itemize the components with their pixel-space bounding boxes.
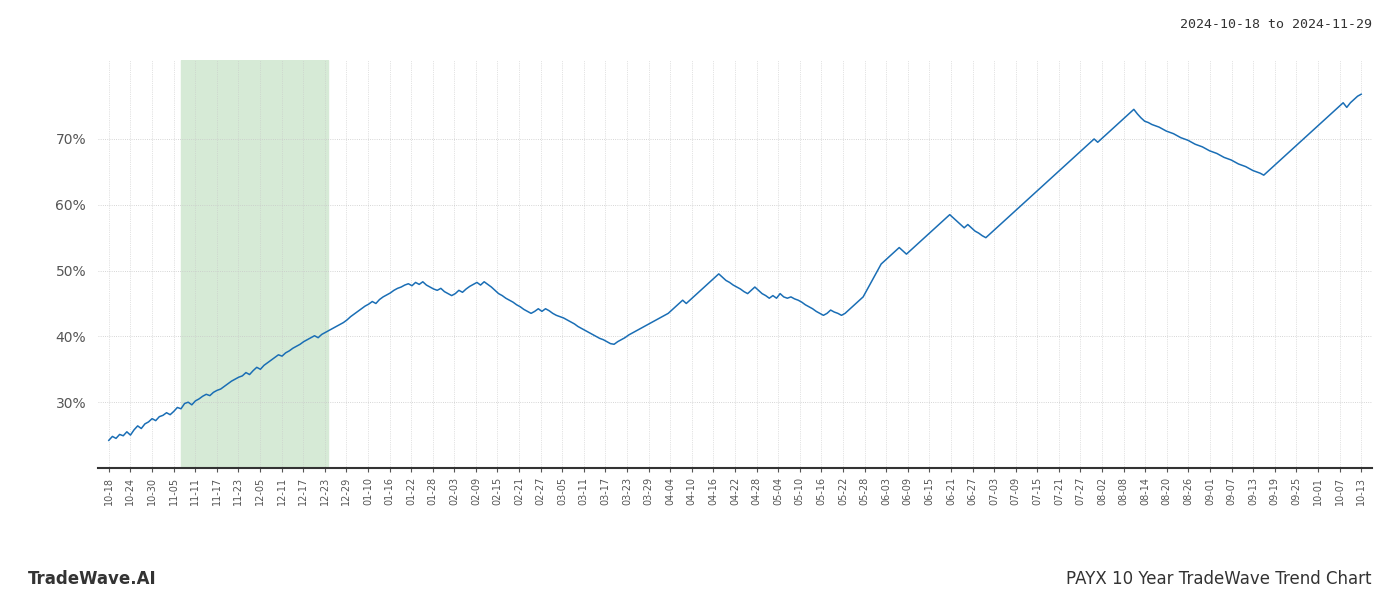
Bar (182, 60, 328, 468)
Text: TradeWave.AI: TradeWave.AI (28, 570, 157, 588)
Text: 2024-10-18 to 2024-11-29: 2024-10-18 to 2024-11-29 (1180, 18, 1372, 31)
Text: PAYX 10 Year TradeWave Trend Chart: PAYX 10 Year TradeWave Trend Chart (1067, 570, 1372, 588)
